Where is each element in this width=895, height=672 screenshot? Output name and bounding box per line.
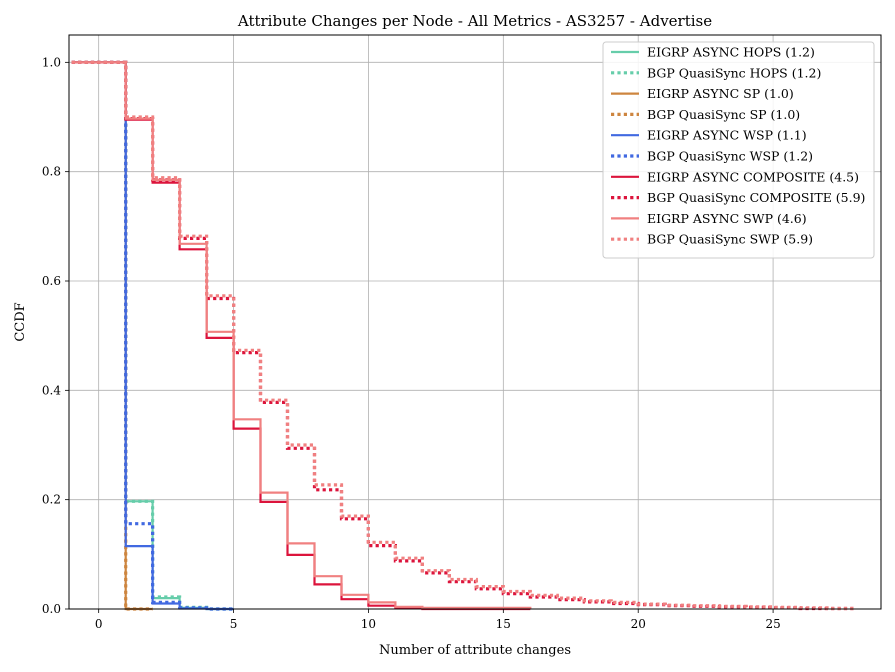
- y-tick-label: 0.6: [42, 274, 61, 288]
- legend: EIGRP ASYNC HOPS (1.2) BGP QuasiSync HOPS…: [602, 41, 875, 259]
- y-tick-label: 0.2: [42, 493, 61, 507]
- axis-ticks: 0 5 10 15 20 25 0.0 0.2 0.4 0.6 0.8 1.0: [42, 55, 781, 631]
- legend-box: [602, 41, 875, 259]
- legend-label: BGP QuasiSync HOPS (1.2): [647, 65, 821, 80]
- x-tick-label: 20: [631, 617, 646, 631]
- x-tick-label: 0: [95, 617, 103, 631]
- series-line-4: [71, 60, 153, 611]
- x-tick-label: 5: [230, 617, 238, 631]
- legend-label: BGP QuasiSync SWP (5.9): [647, 232, 813, 247]
- legend-label: BGP QuasiSync COMPOSITE (5.9): [647, 190, 865, 205]
- y-tick-label: 0.0: [42, 602, 61, 616]
- plot-area: [71, 60, 854, 611]
- y-axis-label: CCDF: [13, 302, 28, 341]
- legend-label: EIGRP ASYNC COMPOSITE (4.5): [647, 169, 859, 184]
- series-line-3: [71, 61, 153, 611]
- y-tick-label: 0.8: [42, 165, 61, 179]
- legend-label: EIGRP ASYNC SWP (4.6): [647, 211, 807, 226]
- legend-label: EIGRP ASYNC SP (1.0): [647, 86, 794, 101]
- legend-label: EIGRP ASYNC HOPS (1.2): [647, 45, 815, 60]
- series-line-10: [71, 60, 854, 611]
- plot-frame: [68, 34, 882, 610]
- legend-label: EIGRP ASYNC WSP (1.1): [647, 128, 807, 143]
- series-line-7: [71, 61, 531, 611]
- legend-label: BGP QuasiSync WSP (1.2): [647, 149, 813, 164]
- series-line-9: [71, 61, 532, 609]
- legend-label: BGP QuasiSync SP (1.0): [647, 107, 800, 122]
- x-tick-label: 10: [361, 617, 376, 631]
- y-tick-label: 1.0: [42, 55, 61, 69]
- series-line-6: [71, 60, 234, 611]
- y-tick-label: 0.4: [42, 383, 61, 397]
- x-tick-label: 15: [496, 617, 511, 631]
- x-axis-label: Number of attribute changes: [379, 643, 571, 658]
- chart-title: Attribute Changes per Node - All Metrics…: [237, 12, 712, 30]
- x-tick-label: 25: [765, 617, 780, 631]
